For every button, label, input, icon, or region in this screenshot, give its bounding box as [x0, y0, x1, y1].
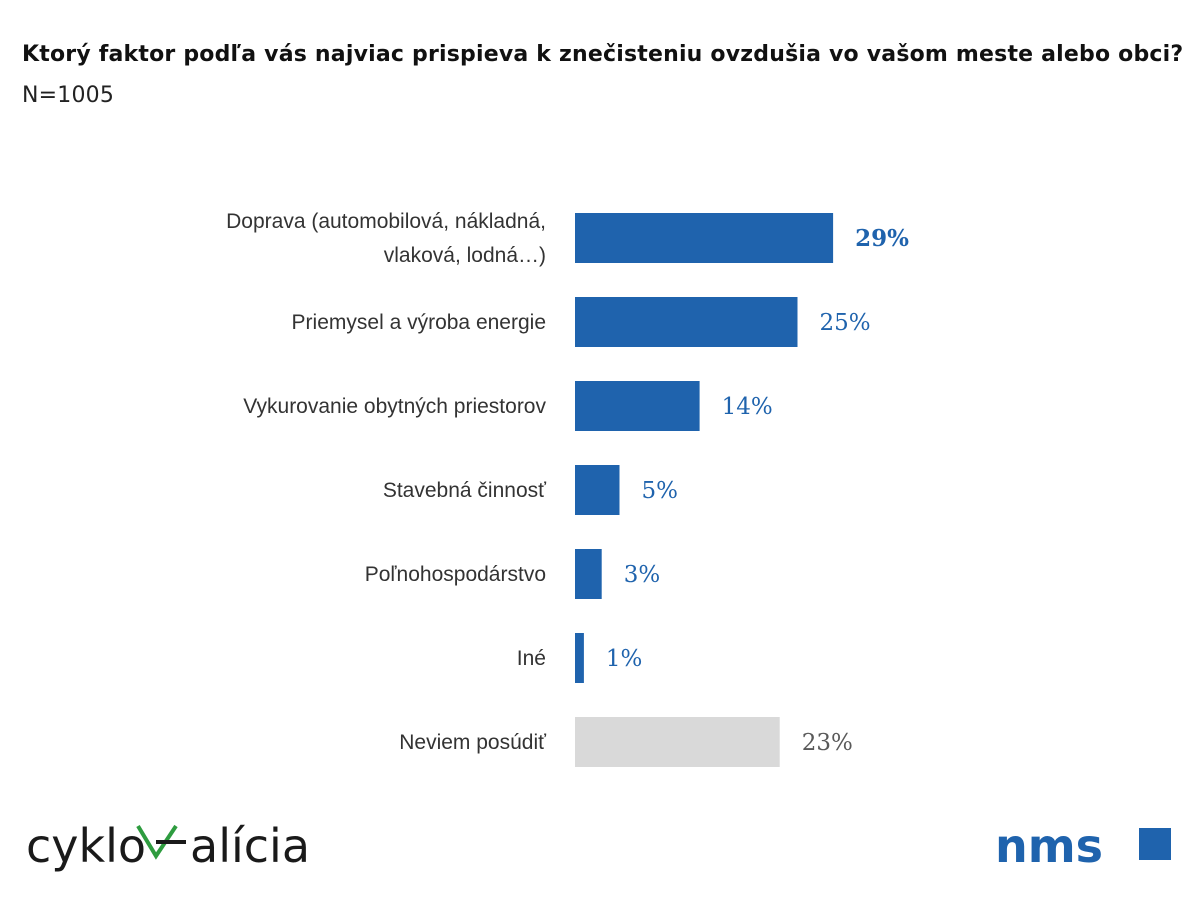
category-label-5: Iné: [517, 647, 546, 670]
bar-6: [575, 717, 780, 767]
nms-logo: nms: [995, 819, 1175, 873]
svg-text:nms: nms: [995, 822, 1103, 872]
nms-logo-graphic: nms: [995, 819, 1171, 873]
bar-5: [575, 633, 584, 683]
category-label-1: Priemysel a výroba energie: [292, 311, 546, 334]
value-label-6: 23%: [802, 730, 853, 756]
title-question: Ktorý faktor podľa vás najviac prispieva…: [22, 42, 1184, 67]
category-label-6: Neviem posúdiť: [399, 731, 547, 754]
value-label-5: 1%: [606, 646, 643, 672]
bar-chart: Doprava (automobilová, nákladná, vlaková,…: [226, 210, 909, 767]
value-label-0: 29%: [855, 225, 909, 252]
category-label-3: Stavebná činnosť: [383, 479, 547, 502]
bar-3: [575, 465, 620, 515]
bar-2: [575, 381, 700, 431]
category-label-4: Poľnohospodárstvo: [365, 563, 546, 586]
cyklokoalicia-logo: cyklo alícia: [26, 812, 346, 882]
value-label-4: 3%: [624, 562, 661, 588]
bar-1: [575, 297, 798, 347]
value-label-2: 14%: [722, 394, 773, 420]
bar-0: [575, 213, 834, 263]
category-label-0: Doprava (automobilová, nákladná, vlaková,…: [226, 210, 546, 267]
cyklokoalicia-logo-graphic: cyklo alícia: [26, 819, 310, 873]
svg-text:alícia: alícia: [190, 819, 310, 873]
svg-text:cyklo: cyklo: [26, 819, 146, 873]
bar-4: [575, 549, 602, 599]
chart-title: Ktorý faktor podľa vás najviac prispieva…: [22, 34, 1192, 116]
category-label-2: Vykurovanie obytných priestorov: [243, 395, 546, 418]
value-label-3: 5%: [642, 478, 679, 504]
value-label-1: 25%: [820, 310, 871, 336]
title-sample-size: N=1005: [22, 83, 115, 108]
